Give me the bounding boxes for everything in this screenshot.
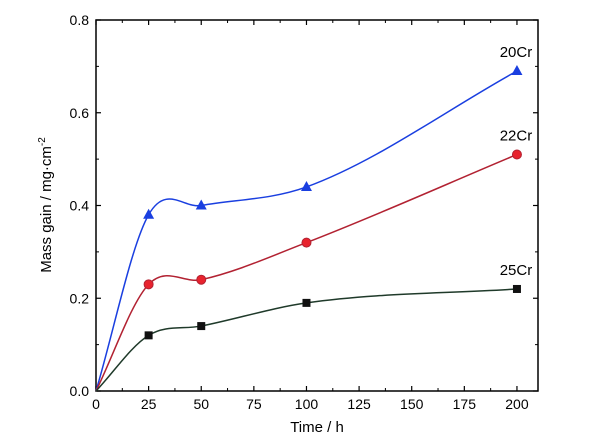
series-lines xyxy=(95,70,518,392)
y-tick-label: 0.0 xyxy=(70,383,90,399)
data-point-20cr xyxy=(143,208,155,219)
x-axis-title: Time / h xyxy=(290,419,344,436)
x-tick-label: 175 xyxy=(453,396,477,412)
x-tick-label: 25 xyxy=(141,396,157,412)
data-point-22cr xyxy=(511,149,522,160)
series-markers xyxy=(143,65,523,340)
y-axis-title-text: Mass gain / mg·cm xyxy=(38,146,55,273)
x-tick-label: 200 xyxy=(505,396,529,412)
data-point-22cr xyxy=(301,237,312,248)
x-tick-label: 150 xyxy=(400,396,424,412)
x-tick-label: 0 xyxy=(92,396,100,412)
data-point-25cr xyxy=(302,298,311,307)
y-tick-label: 0.4 xyxy=(70,198,90,214)
series-label-20cr: 20Cr xyxy=(500,44,533,61)
data-point-25cr xyxy=(512,284,521,293)
series-line-22cr xyxy=(95,153,518,392)
data-point-20cr xyxy=(195,199,207,210)
series-label-25cr: 25Cr xyxy=(500,262,533,279)
series-label-22cr: 22Cr xyxy=(500,127,533,144)
y-tick-label: 0.6 xyxy=(70,105,90,121)
data-point-22cr xyxy=(143,279,154,290)
series-line-20cr xyxy=(95,70,518,392)
data-point-25cr xyxy=(197,322,206,331)
x-tick-label: 100 xyxy=(295,396,319,412)
plot-frame xyxy=(95,19,539,392)
series-line-25cr xyxy=(95,288,518,392)
series-labels: 20Cr 22Cr 25Cr xyxy=(500,44,533,279)
data-point-25cr xyxy=(144,331,153,340)
x-tick-label: 50 xyxy=(193,396,209,412)
y-axis-title: Mass gain / mg·cm-2 xyxy=(37,137,55,273)
x-tick-label: 75 xyxy=(246,396,262,412)
data-point-22cr xyxy=(196,274,207,285)
data-point-20cr xyxy=(300,180,312,191)
y-tick-label: 0.8 xyxy=(70,12,90,28)
axis-ticks: 0 25 50 75 100 125 150 175 200 0.0 0.2 0.4 0.6 0.8 xyxy=(70,12,538,412)
x-tick-label: 125 xyxy=(347,396,371,412)
y-axis-title-exponent: -2 xyxy=(37,137,48,146)
y-tick-label: 0.2 xyxy=(70,290,90,306)
data-point-20cr xyxy=(511,65,523,76)
